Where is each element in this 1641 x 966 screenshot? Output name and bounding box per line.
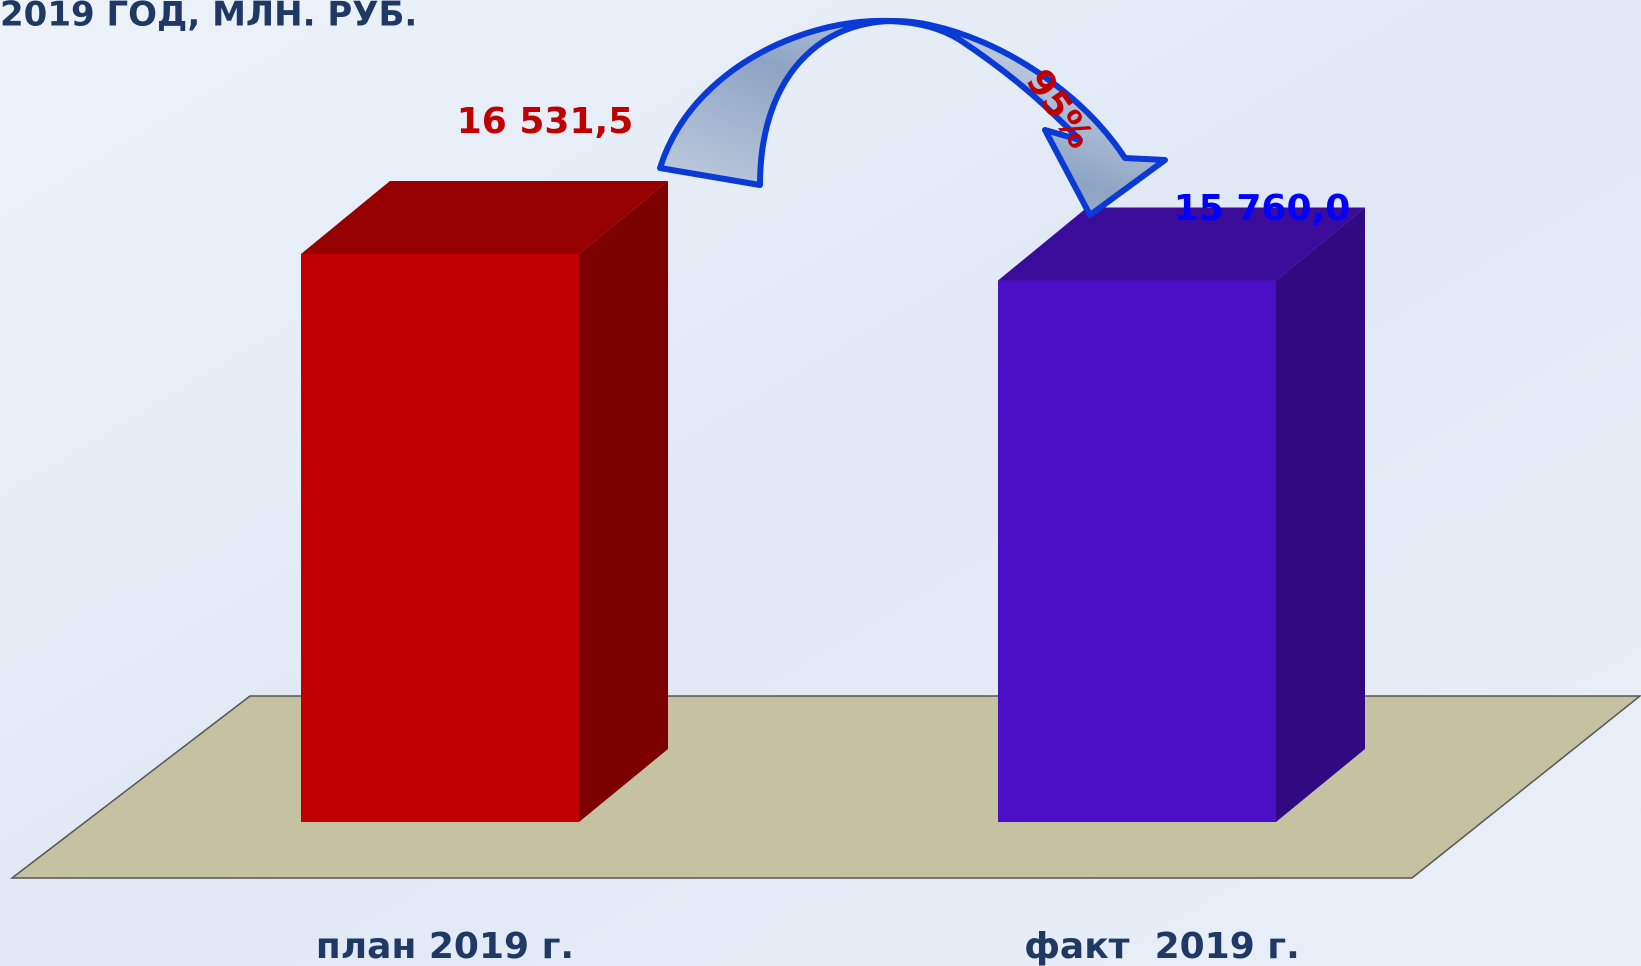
- bar-side: [579, 181, 668, 822]
- x-tick-label: факт 2019 г.: [1024, 926, 1300, 966]
- x-tick-label: план 2019 г.: [316, 926, 574, 966]
- bar: [998, 281, 1276, 822]
- bar: [301, 254, 579, 822]
- bar-side: [1276, 208, 1365, 822]
- value-label: 16 531,5: [457, 101, 634, 142]
- value-label: 15 760,0: [1174, 188, 1351, 229]
- chart-title: 2019 ГОД, МЛН. РУБ.: [0, 0, 417, 35]
- floor: [12, 696, 1640, 878]
- chart: 2019 ГОД, МЛН. РУБ. 95% 16 531,5план 201…: [0, 0, 1641, 966]
